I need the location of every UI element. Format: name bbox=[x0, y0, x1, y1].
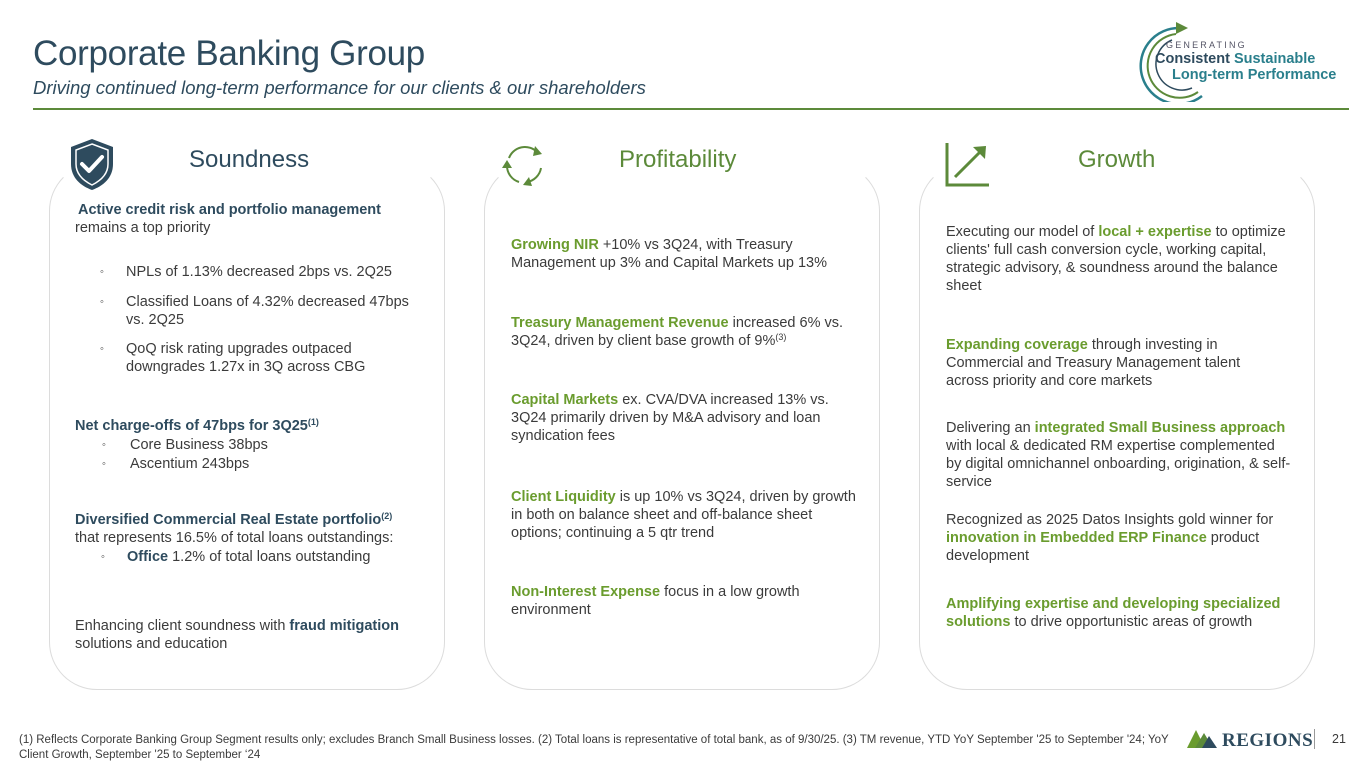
list-item: Treasury Management Revenue increased 6%… bbox=[511, 315, 844, 349]
growth-heading: Growth bbox=[1072, 146, 1162, 174]
soundness-intro: Active credit risk and portfolio managem… bbox=[75, 202, 381, 236]
page-title: Corporate Banking Group bbox=[33, 34, 425, 73]
soundness-panel bbox=[49, 163, 445, 690]
list-item: Client Liquidity is up 10% vs 3Q24, driv… bbox=[511, 489, 856, 541]
page-number: 21 bbox=[1332, 732, 1346, 746]
fraud-paragraph: Enhancing client soundness with fraud mi… bbox=[75, 618, 399, 652]
list-item: Growing NIR +10% vs 3Q24, with Treasury … bbox=[511, 237, 827, 271]
list-item: ◦ QoQ risk rating upgrades outpaced downg… bbox=[100, 341, 366, 375]
profitability-panel bbox=[484, 163, 880, 690]
list-item: ◦ Core Business 38bps bbox=[102, 437, 268, 453]
cre-paragraph: Diversified Commercial Real Estate portf… bbox=[75, 511, 394, 547]
list-item: Delivering an integrated Small Business … bbox=[946, 420, 1291, 490]
circular-arrow-icon bbox=[1139, 22, 1203, 102]
regions-pyramid-icon bbox=[1187, 730, 1217, 748]
logo-line-1: Consistent Sustainable bbox=[1155, 51, 1315, 67]
growth-panel bbox=[919, 163, 1315, 690]
soundness-heading: Soundness bbox=[183, 146, 316, 174]
page-subtitle: Driving continued long-term performance … bbox=[33, 77, 646, 98]
profitability-heading: Profitability bbox=[613, 146, 743, 174]
logo-long-term: Long-term Performance bbox=[1172, 67, 1337, 83]
nco-heading: Net charge-offs of 47bps for 3Q25(1) bbox=[75, 417, 319, 435]
list-item: Executing our model of local + expertise… bbox=[946, 224, 1286, 294]
logo-sustainable: Sustainable bbox=[1233, 51, 1316, 67]
footer-divider bbox=[1314, 729, 1315, 749]
growth-arrow-icon bbox=[945, 143, 989, 187]
logo-generating: GENERATING bbox=[1166, 40, 1247, 50]
list-item: ◦ Office 1.2% of total loans outstanding bbox=[101, 549, 371, 565]
list-item: Capital Markets ex. CVA/DVA increased 13… bbox=[511, 392, 829, 444]
list-item: ◦ NPLs of 1.13% decreased 2bps vs. 2Q25 bbox=[100, 264, 392, 280]
list-item: Recognized as 2025 Datos Insights gold w… bbox=[946, 512, 1274, 564]
list-item: ◦ Ascentium 243bps bbox=[102, 456, 250, 472]
list-item: Expanding coverage through investing in … bbox=[946, 337, 1241, 389]
shield-check-icon bbox=[71, 139, 113, 190]
logo-consistent: Consistent bbox=[1155, 51, 1230, 67]
header-divider bbox=[33, 108, 1349, 110]
footnote: (1) Reflects Corporate Banking Group Seg… bbox=[19, 734, 1169, 761]
list-item: Amplifying expertise and developing spec… bbox=[946, 596, 1281, 630]
list-item: Non-Interest Expense focus in a low grow… bbox=[511, 584, 800, 618]
refresh-cycle-icon bbox=[502, 145, 542, 186]
regions-logo: REGIONS bbox=[1222, 730, 1314, 751]
list-item: ◦ Classified Loans of 4.32% decreased 47b… bbox=[100, 294, 409, 328]
